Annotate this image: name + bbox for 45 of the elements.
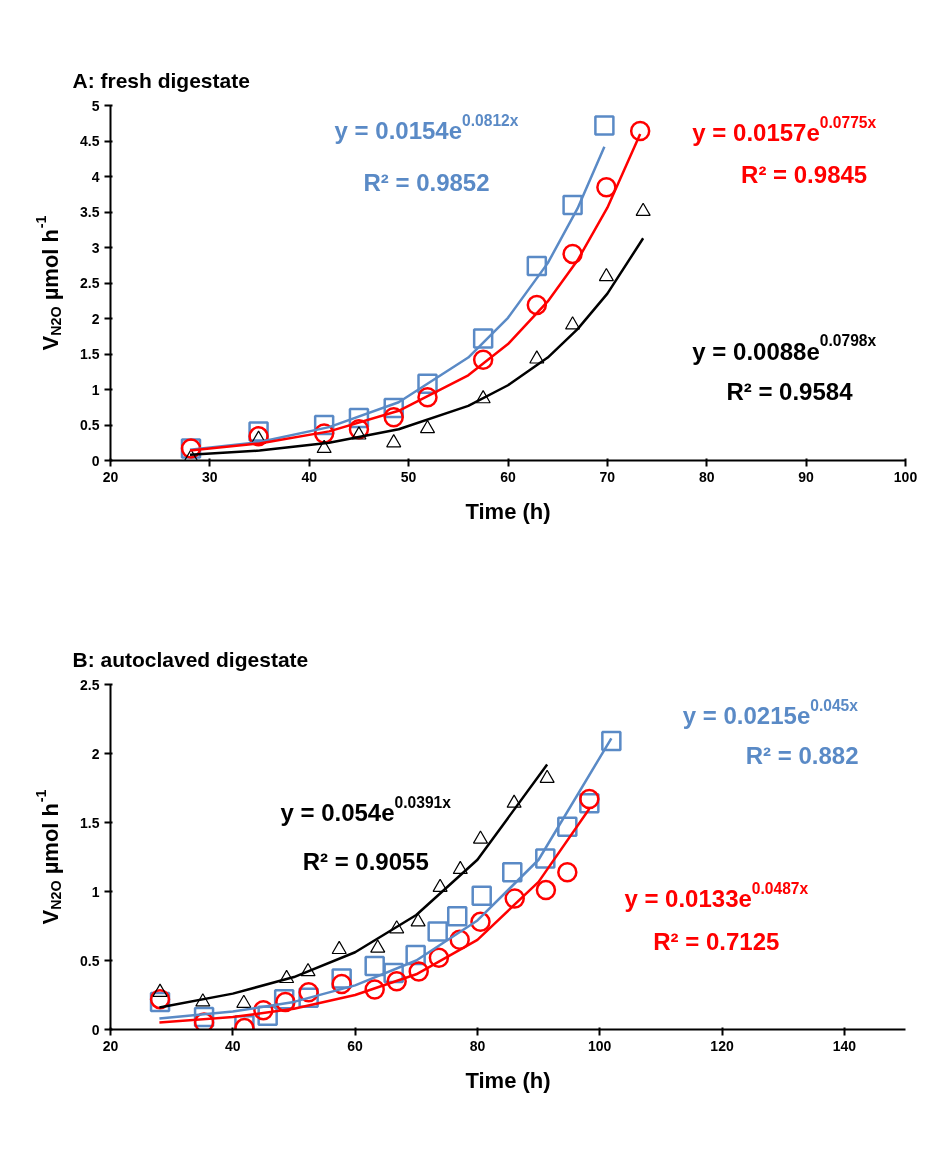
y-tick-label: 4.5 [80, 133, 100, 149]
x-tick-label: 30 [202, 468, 218, 485]
y-tick-label: 5 [91, 97, 100, 114]
y-tick-label: 2 [91, 310, 100, 327]
x-tick-label: 60 [347, 1037, 364, 1054]
x-tick-label: 20 [102, 1037, 119, 1054]
y-tick-label: 1 [91, 381, 100, 398]
x-tick-label: 50 [400, 468, 417, 485]
x-tick-label: 60 [500, 468, 516, 485]
chart-title: B: autoclaved digestate [72, 647, 309, 671]
y-tick-label: 0 [91, 1021, 100, 1038]
y-tick-label: 2 [91, 745, 100, 762]
x-tick-label: 40 [225, 1037, 241, 1054]
x-axis-title: Time (h) [465, 498, 551, 524]
y-tick-label: 2.5 [80, 676, 100, 693]
x-tick-label: 70 [599, 468, 616, 485]
y-tick-label: 3.5 [80, 204, 100, 220]
y-tick-label: 0 [91, 452, 100, 469]
x-tick-label: 90 [798, 468, 815, 485]
y-tick-label: 3 [91, 239, 100, 256]
annotation: R² = 0.9055 [302, 847, 429, 875]
x-tick-label: 80 [469, 1037, 486, 1054]
y-tick-label: 4 [91, 168, 100, 185]
x-axis-title: Time (h) [465, 1067, 551, 1093]
x-tick-label: 80 [698, 468, 715, 485]
annotation: R² = 0.9584 [726, 378, 854, 406]
y-axis-title: VN2O µmol h-1 [32, 789, 64, 925]
annotation: R² = 0.9845 [741, 161, 868, 189]
x-tick-label: 40 [301, 468, 318, 485]
y-axis-title: VN2O µmol h-1 [32, 215, 64, 351]
x-tick-label: 120 [710, 1037, 734, 1054]
x-tick-label: 20 [102, 468, 119, 485]
y-tick-label: 1.5 [80, 346, 100, 362]
y-tick-label: 1.5 [80, 814, 100, 831]
y-tick-label: 0.5 [80, 417, 100, 433]
y-tick-label: 0.5 [80, 952, 100, 969]
annotation: R² = 0.7125 [653, 927, 780, 955]
x-tick-label: 140 [832, 1037, 857, 1054]
x-tick-label: 100 [893, 468, 918, 485]
chart-title: A: fresh digestate [72, 68, 250, 92]
y-tick-label: 2.5 [80, 275, 100, 291]
y-tick-label: 1 [91, 883, 100, 900]
x-tick-label: 100 [588, 1037, 612, 1054]
annotation: R² = 0.882 [745, 741, 859, 769]
annotation: R² = 0.9852 [363, 169, 490, 197]
